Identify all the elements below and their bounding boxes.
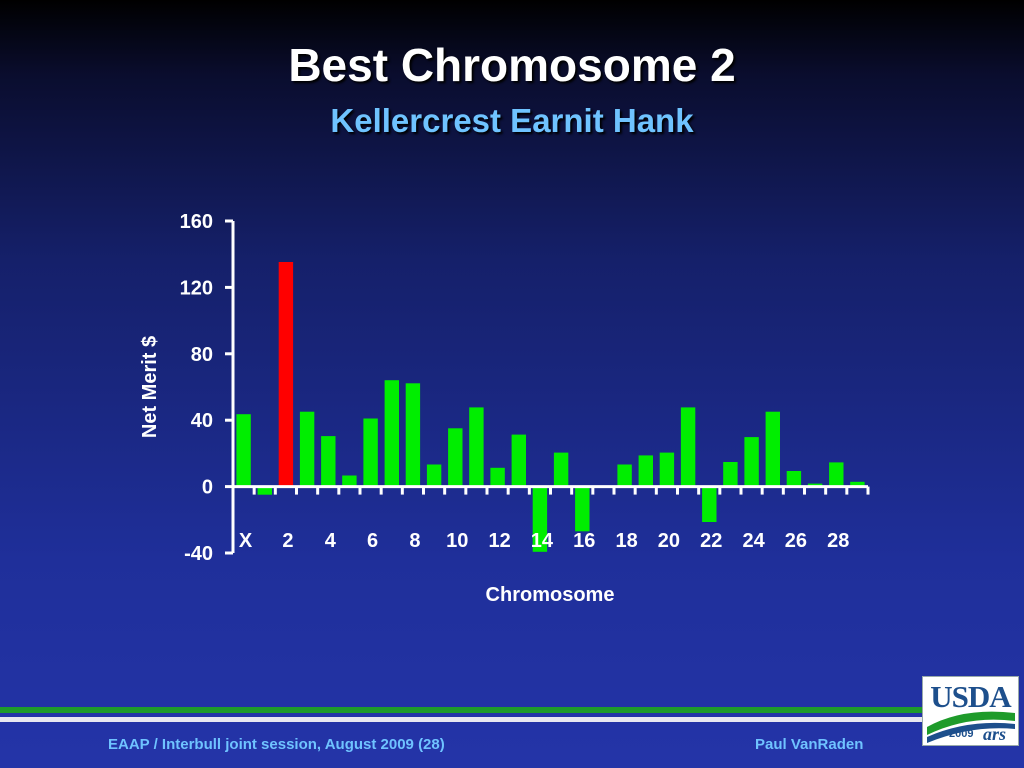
x-tick-label-6: 6 — [367, 530, 378, 552]
bar-chromosome-14 — [532, 486, 548, 552]
bar-chromosome-26 — [786, 471, 802, 487]
bar-chromosome-2 — [278, 262, 294, 487]
usda-logo: USDA 2009 ars — [922, 676, 1019, 746]
bar-chromosome-4 — [321, 436, 336, 487]
bar-chromosome-22 — [702, 486, 717, 522]
bar-chromosome-X — [236, 414, 251, 487]
bar-chromosome-29 — [850, 481, 865, 487]
footer-session: EAAP / Interbull joint session, August 2… — [108, 736, 445, 753]
y-tick-label: 120 — [180, 277, 213, 299]
bar-chromosome-6 — [363, 418, 378, 487]
x-tick-label-12: 12 — [488, 530, 510, 552]
bar-chromosome-23 — [723, 462, 738, 487]
x-tick-label-16: 16 — [573, 530, 595, 552]
y-tick-label: 160 — [180, 211, 213, 233]
slide-title: Best Chromosome 2 — [288, 39, 736, 91]
x-tick-label-14: 14 — [531, 530, 554, 552]
x-tick-label-X: X — [239, 530, 253, 552]
x-tick-label-26: 26 — [785, 530, 807, 552]
bar-chromosome-3 — [299, 411, 315, 487]
y-tick-label: -40 — [184, 543, 213, 565]
x-tick-label-20: 20 — [658, 530, 680, 552]
x-tick-label-24: 24 — [742, 530, 765, 552]
x-axis-label: Chromosome — [486, 584, 615, 606]
bar-chromosome-9 — [426, 464, 442, 487]
slide-subtitle: Kellercrest Earnit Hank — [330, 102, 694, 139]
bar-chromosome-12 — [490, 467, 505, 487]
x-tick-label-22: 22 — [700, 530, 722, 552]
x-tick-label-2: 2 — [282, 530, 293, 552]
x-tick-label-18: 18 — [615, 530, 637, 552]
bar-chromosome-10 — [448, 428, 463, 487]
x-tick-label-10: 10 — [446, 530, 468, 552]
bar-chromosome-18 — [617, 464, 632, 487]
bar-chromosome-21 — [680, 407, 696, 487]
bar-chromosome-11 — [469, 407, 484, 487]
x-tick-label-4: 4 — [325, 530, 337, 552]
bar-chromosome-24 — [744, 437, 759, 487]
bar-chromosome-16 — [575, 486, 590, 532]
bar-chromosome-7 — [384, 380, 399, 487]
usda-logo-swoosh — [927, 711, 1015, 743]
bar-chromosome-28 — [829, 462, 844, 487]
y-axis-label: Net Merit $ — [139, 336, 161, 438]
bar-chromosome-1 — [257, 486, 272, 495]
bar-chromosome-19 — [638, 455, 653, 487]
bar-chromosome-5 — [342, 475, 357, 487]
bar-chromosome-8 — [405, 383, 421, 487]
usda-logo-text: USDA — [930, 679, 1011, 714]
footer-divider — [0, 707, 922, 722]
bar-chromosome-15 — [553, 452, 569, 487]
y-tick-label: 80 — [191, 344, 213, 366]
ars-logo-text: ars — [983, 724, 1007, 744]
x-tick-label-28: 28 — [827, 530, 849, 552]
y-tick-label: 0 — [202, 477, 213, 499]
footer-author: Paul VanRaden — [755, 736, 864, 753]
usda-logo-year: 2009 — [949, 728, 974, 740]
bar-chromosome-20 — [659, 452, 675, 487]
x-tick-label-8: 8 — [409, 530, 420, 552]
bar-chromosome-13 — [511, 434, 526, 487]
bar-chromosome-25 — [765, 411, 780, 487]
y-tick-label: 40 — [191, 410, 213, 432]
bars-group — [236, 262, 865, 552]
